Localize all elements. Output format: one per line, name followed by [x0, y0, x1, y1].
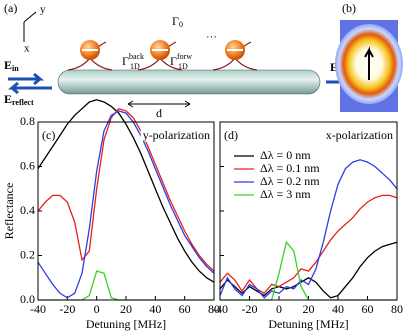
gamma-forw: Γforw 1D — [170, 52, 192, 71]
chart-title: y-polarization — [143, 128, 210, 142]
y-tick-label: 0.0 — [20, 292, 35, 306]
x-tick-label: 0 — [94, 302, 100, 316]
x-tick-label: -40 — [30, 302, 46, 316]
gamma-back: Γback 1D — [122, 52, 144, 71]
legend-label: Δλ = 0.2 nm — [260, 174, 320, 188]
e-reflect: Ereflect — [4, 92, 34, 107]
e-in: Ein — [4, 58, 19, 73]
x-tick-label: 60 — [362, 302, 374, 316]
axis-arrow — [23, 11, 37, 23]
axis-label: x — [24, 43, 30, 55]
diagram: (a) y x d ··· Ein Ereflect Eout Γ0 Γback… — [4, 1, 403, 120]
y-axis-label: Reflectance — [2, 183, 16, 240]
axis-label: y — [40, 4, 46, 16]
series-line — [37, 107, 215, 272]
plot-frame — [37, 121, 215, 301]
series-line — [37, 110, 215, 299]
x-tick-label: -40 — [212, 302, 228, 316]
y-tick-label: 0.8 — [20, 114, 35, 128]
legend-label: Δλ = 0.1 nm — [260, 161, 320, 175]
input-arrow — [8, 72, 45, 86]
title-bg — [140, 127, 212, 142]
chart-title: x-polarization — [326, 128, 393, 142]
spacing-label: d — [156, 106, 162, 120]
x-tick-label: 60 — [179, 302, 191, 316]
x-tick-label: 40 — [149, 302, 161, 316]
x-tick-label: 40 — [332, 302, 344, 316]
gamma-0: Γ0 — [172, 14, 183, 29]
x-tick-label: 20 — [120, 302, 132, 316]
x-axis-label: Detuning [MHz] — [86, 317, 166, 331]
legend-label: Δλ = 0 nm — [260, 148, 311, 162]
y-tick-label: 0.6 — [20, 158, 35, 172]
charts: 0.0 0.2 0.4 0.6 0.8 -40 -20 0 20 40 60 80 Detuning [… — [2, 99, 403, 331]
spacing-arrow — [127, 100, 191, 108]
x-tick-label: -20 — [59, 302, 75, 316]
x-tick-label: 20 — [303, 302, 315, 316]
polarization-arrow — [364, 46, 374, 80]
title-bg — [323, 127, 395, 142]
series-line — [37, 99, 215, 283]
fiber — [57, 69, 321, 95]
x-tick-label: 80 — [208, 302, 220, 316]
series-line — [219, 159, 398, 299]
series-line — [219, 194, 398, 295]
panel-label: (d) — [224, 128, 238, 142]
y-tick-label: 0.2 — [20, 247, 35, 261]
x-axis-label: Detuning [MHz] — [268, 317, 348, 331]
panel-label: (a) — [4, 1, 17, 15]
reflect-arrow — [7, 81, 52, 95]
y-tick-label: 0.4 — [20, 203, 35, 217]
panel-label: (c) — [42, 128, 55, 142]
x-tick-label: 80 — [391, 302, 403, 316]
plot-frame — [219, 121, 398, 301]
ellipsis: ··· — [206, 32, 217, 44]
legend-label: Δλ = 3 nm — [260, 187, 311, 201]
x-tick-label: 0 — [276, 302, 282, 316]
panel-label: (b) — [342, 1, 356, 15]
x-tick-label: -20 — [242, 302, 258, 316]
series-line — [219, 241, 398, 299]
